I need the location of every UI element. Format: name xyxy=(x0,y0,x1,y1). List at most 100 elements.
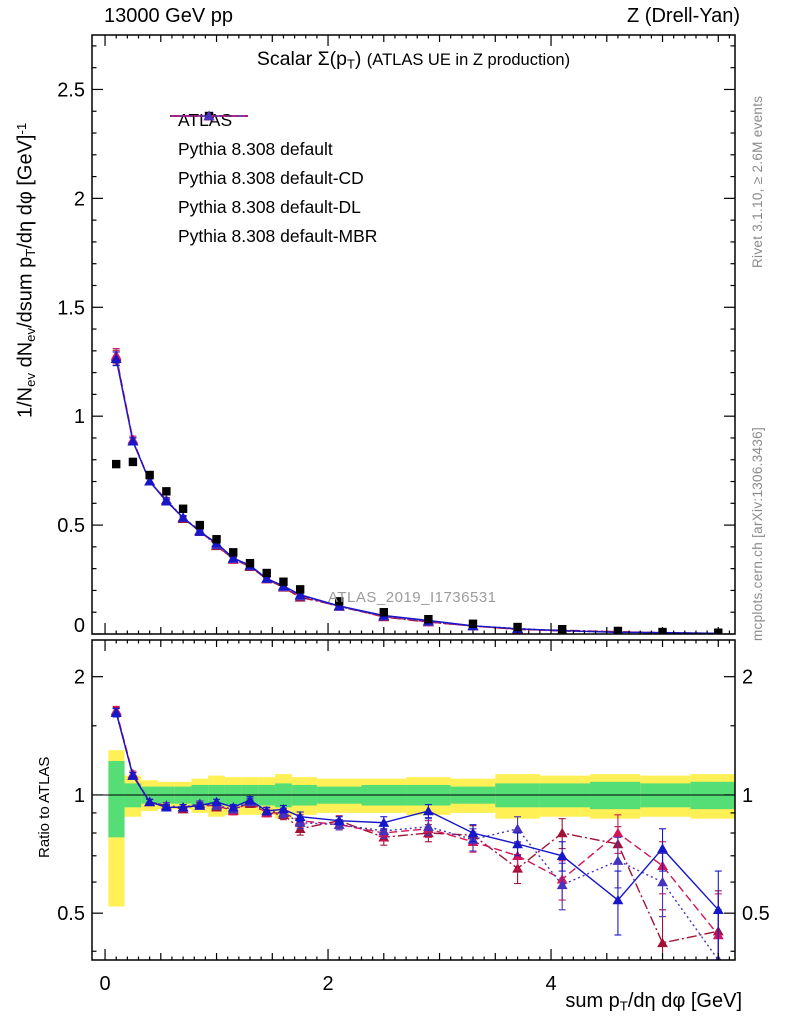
data-point-square xyxy=(513,622,522,632)
data-point-square xyxy=(334,597,344,606)
data-point-triangle xyxy=(556,827,568,838)
panel-frame xyxy=(91,639,736,961)
data-point-square xyxy=(557,625,567,634)
data-point-triangle xyxy=(177,802,189,812)
legend-entry: Pythia 8.308 default-DL xyxy=(168,110,377,222)
data-point-triangle xyxy=(467,827,479,838)
legend-label: Pythia 8.308 default-MBR xyxy=(178,226,378,246)
series-line-ratio xyxy=(115,710,719,936)
x-axis-label: sum pT/dη dφ [GeV] xyxy=(565,990,742,1014)
series-line-ratio xyxy=(115,711,719,944)
band-inner-bin xyxy=(108,761,125,838)
data-point-square xyxy=(245,559,255,568)
data-point-square xyxy=(111,459,121,469)
data-point-square xyxy=(229,548,238,557)
tick-label: 0.5 xyxy=(57,515,85,537)
rivet-version-note: Rivet 3.1.10, ≥ 2.6M events xyxy=(750,95,765,268)
series-line-ratio xyxy=(115,712,719,960)
data-point-square xyxy=(424,614,433,624)
tick-label: 2 xyxy=(74,667,85,689)
analysis-watermark: ATLAS_2019_I1736531 xyxy=(328,589,497,606)
data-point-triangle xyxy=(194,526,206,536)
data-point-triangle xyxy=(378,817,390,827)
mcplots-reference-note: mcplots.cern.ch [arXiv:1306.3436] xyxy=(750,426,765,641)
data-point-triangle xyxy=(556,879,568,890)
tick-label: 2 xyxy=(74,188,85,210)
band-inner-bin xyxy=(590,781,641,810)
panel-frame xyxy=(91,34,736,635)
data-point-triangle xyxy=(422,805,434,816)
data-point-triangle xyxy=(261,805,273,816)
data-point-triangle xyxy=(512,838,523,849)
data-point-triangle xyxy=(194,800,206,810)
data-point-triangle xyxy=(211,796,222,807)
data-point-triangle xyxy=(177,512,189,522)
data-point-triangle xyxy=(160,802,172,812)
main-y-axis-label: 1/Nev dNev/dsum pT/dη dφ [GeV]-1 xyxy=(14,122,38,418)
legend-label: Pythia 8.308 default-DL xyxy=(178,197,361,217)
data-point-triangle xyxy=(110,353,122,363)
tick-label: 2.5 xyxy=(57,79,85,101)
data-point-square xyxy=(295,585,305,594)
data-point-triangle xyxy=(127,436,139,446)
tick-label: 2 xyxy=(322,973,333,995)
legend-marker-icon xyxy=(170,110,248,121)
tick-label: 1 xyxy=(74,406,85,428)
data-point-square xyxy=(379,608,388,617)
tick-label: 0.5 xyxy=(742,903,770,925)
data-point-triangle xyxy=(657,843,668,853)
data-point-square xyxy=(468,619,478,628)
data-point-triangle xyxy=(333,815,345,825)
data-point-square xyxy=(262,568,271,578)
data-point-triangle xyxy=(144,476,156,486)
tick-label: 1 xyxy=(74,785,85,807)
data-point-square xyxy=(162,487,171,496)
data-point-triangle xyxy=(612,894,624,905)
legend-entry: Pythia 8.308 default-MBR xyxy=(168,110,378,251)
data-point-triangle xyxy=(227,552,239,563)
data-point-triangle xyxy=(512,823,523,833)
data-point-triangle xyxy=(378,825,390,836)
tick-label: 0.5 xyxy=(57,903,85,925)
ratio-series xyxy=(110,705,724,960)
legend-entry: Pythia 8.308 default xyxy=(168,110,377,164)
data-point-triangle xyxy=(160,496,172,506)
beam-energy-label: 13000 GeV pp xyxy=(104,5,233,27)
data-point-triangle xyxy=(612,855,624,865)
data-point-square xyxy=(145,470,154,480)
tick-label: 0 xyxy=(74,615,85,637)
tick-label: 4 xyxy=(545,973,556,995)
data-point-triangle xyxy=(712,904,724,915)
data-point-square xyxy=(195,520,205,530)
tick-label: 2 xyxy=(742,667,753,689)
data-point-square xyxy=(279,577,288,586)
data-point-triangle xyxy=(556,850,568,860)
data-point-triangle xyxy=(422,821,434,831)
data-point-triangle xyxy=(294,811,306,821)
data-point-triangle xyxy=(203,110,215,121)
legend-label: Pythia 8.308 default-CD xyxy=(178,168,364,188)
data-point-square xyxy=(212,535,221,544)
data-point-triangle xyxy=(294,589,306,599)
tick-label: 0 xyxy=(99,973,110,995)
data-point-triangle xyxy=(127,770,139,780)
legend-label: Pythia 8.308 default xyxy=(178,139,333,159)
ratio-y-axis-label: Ratio to ATLAS xyxy=(36,756,53,858)
tick-label: 1 xyxy=(742,785,753,807)
data-point-triangle xyxy=(110,707,122,717)
data-point-triangle xyxy=(657,937,668,948)
data-point-triangle xyxy=(612,827,624,838)
data-point-square xyxy=(128,457,138,467)
data-point-triangle xyxy=(261,573,273,583)
axes-frame xyxy=(91,34,736,961)
data-point-triangle xyxy=(144,796,156,807)
tick-label: 1.5 xyxy=(57,297,85,319)
legend-entry: Pythia 8.308 default-CD xyxy=(168,110,377,193)
tick-labels: 0 0.5 1 1.5 2 2.5 0.5 0.5 1 1 2 2 0 2 4 xyxy=(57,79,770,995)
data-point-square xyxy=(178,504,188,513)
process-label: Z (Drell-Yan) xyxy=(627,5,740,27)
data-point-triangle xyxy=(227,802,239,812)
